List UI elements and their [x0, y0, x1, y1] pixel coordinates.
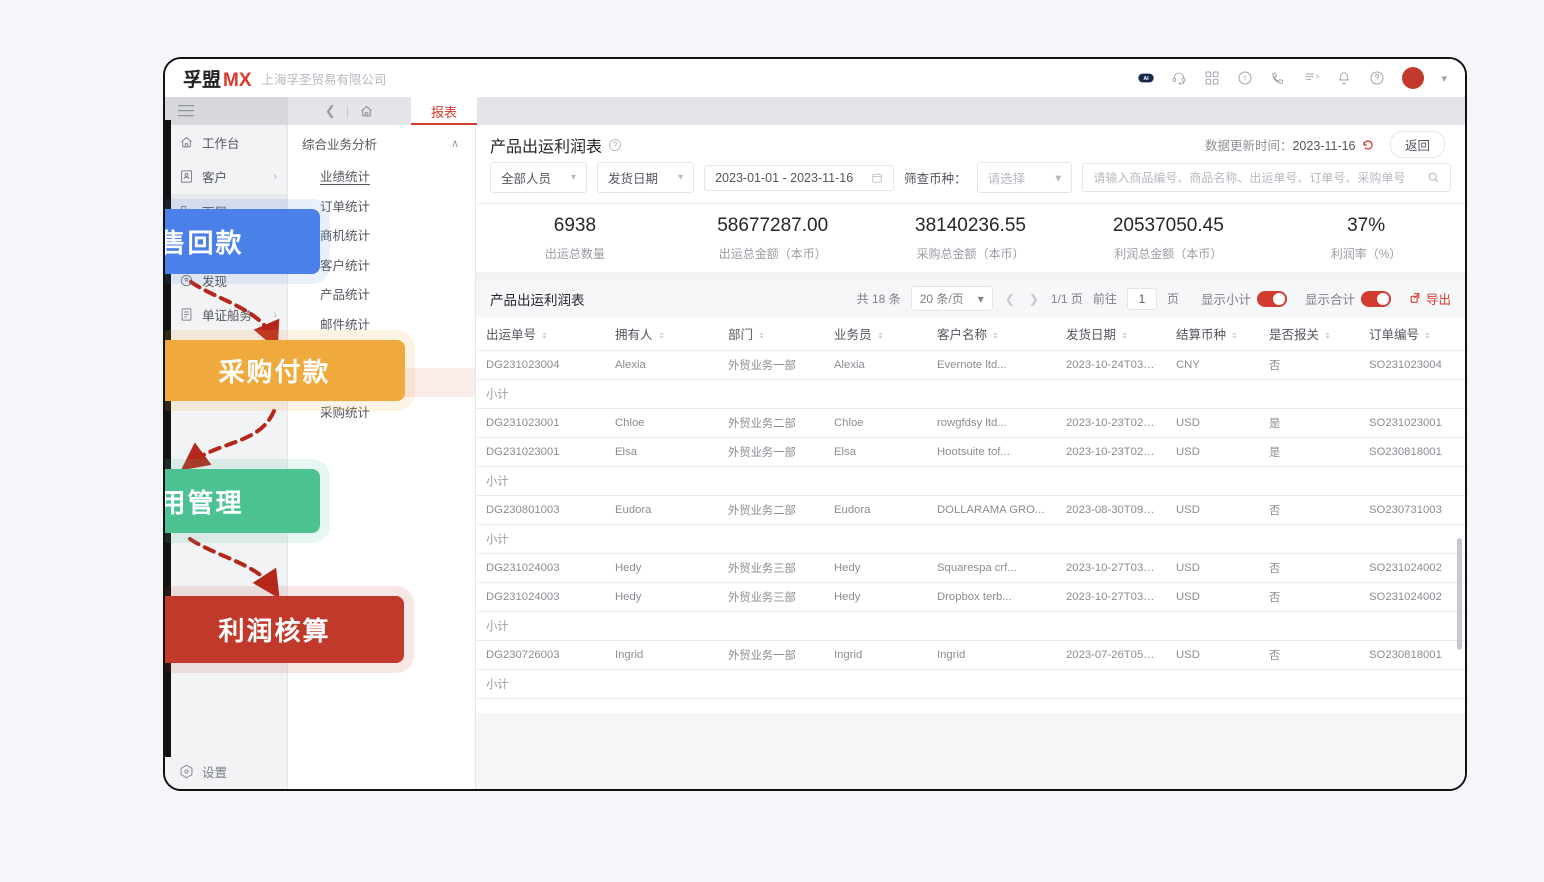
svg-text:AI: AI	[1144, 76, 1150, 82]
svg-text:30: 30	[1316, 74, 1319, 79]
svg-text:T: T	[1244, 76, 1248, 82]
